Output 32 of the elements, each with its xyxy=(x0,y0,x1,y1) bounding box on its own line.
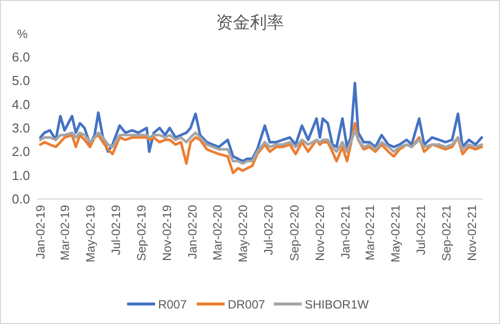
y-tick-label: 1.0 xyxy=(12,168,30,183)
y-tick-label: 6.0 xyxy=(12,50,30,64)
x-tick-label: May-02-20 xyxy=(236,204,250,262)
line-series xyxy=(39,129,484,165)
y-tick-label: 5.0 xyxy=(12,73,30,88)
y-tick-label: 3.0 xyxy=(12,120,30,136)
x-tick-label: Mar-02-19 xyxy=(58,204,72,260)
x-tick-label: Sep-02-19 xyxy=(134,204,149,262)
x-tick-label: May-02-21 xyxy=(388,204,402,262)
y-tick-label: 0.0 xyxy=(12,192,30,206)
x-tick-label: Mar-02-21 xyxy=(362,204,377,260)
line-series xyxy=(39,82,484,162)
y-tick-label: 4.0 xyxy=(12,96,30,112)
x-tick-label: Nov-02-21 xyxy=(465,204,480,262)
y-tick-label: 2.0 xyxy=(12,144,30,160)
x-tick-label: May-02-19 xyxy=(83,204,98,262)
x-tick-label: Jul-02-21 xyxy=(414,204,428,256)
x-tick-label: Sep-02-20 xyxy=(287,204,302,262)
x-tick-label: Nov-02-20 xyxy=(312,204,327,262)
chart-title: 资金利率 xyxy=(216,13,284,32)
y-axis-title: % xyxy=(17,27,28,41)
x-tick-label: Sep-02-21 xyxy=(440,204,454,262)
legend-label: R007 xyxy=(158,298,188,312)
x-tick-label: Jan-02-20 xyxy=(186,204,200,260)
x-tick-label: Jan-02-21 xyxy=(338,204,352,260)
x-tick-label: Mar-02-20 xyxy=(210,204,225,260)
x-tick-label: Jul-02-20 xyxy=(262,204,276,256)
legend-label: SHIBOR1W xyxy=(304,298,370,312)
x-tick-label: Jan-02-19 xyxy=(33,204,48,260)
x-tick-label: Nov-02-19 xyxy=(160,204,174,262)
legend-label: DR007 xyxy=(228,298,266,312)
x-tick-label: Jul-02-19 xyxy=(108,204,123,256)
